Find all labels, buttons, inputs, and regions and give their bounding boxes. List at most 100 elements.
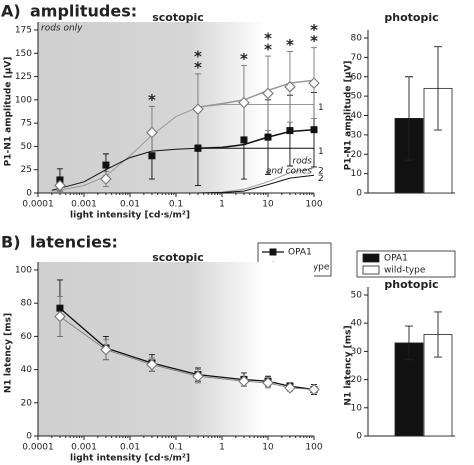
y-tick-label: 60 bbox=[351, 72, 363, 82]
marker bbox=[192, 103, 204, 115]
marker bbox=[100, 173, 112, 185]
fit-curve bbox=[197, 174, 315, 194]
x-tick-label: 0.01 bbox=[120, 200, 140, 210]
error-bar bbox=[434, 311, 442, 358]
x-axis-title: light intensity [cd·s/m²] bbox=[70, 454, 190, 464]
annotation: and cones bbox=[266, 167, 312, 177]
x-axis-title: light intensity [cd·s/m²] bbox=[70, 211, 190, 221]
x-tick-label: 10 bbox=[262, 443, 274, 453]
fit-label: 2 bbox=[318, 174, 324, 184]
annotation: rods only bbox=[41, 24, 83, 34]
x-tick-label: 0.0001 bbox=[22, 443, 54, 453]
significance-star: * bbox=[264, 41, 272, 59]
significance-star: * bbox=[240, 50, 248, 68]
panel-title: amplitudes: bbox=[30, 2, 137, 21]
legend-label: OPA1 bbox=[384, 254, 408, 264]
chart-title: photopic bbox=[384, 278, 438, 291]
y-axis-title: P1-N1 amplitude [µV] bbox=[4, 57, 14, 167]
fit-label: 1 bbox=[318, 147, 324, 157]
legend-swatch bbox=[362, 265, 380, 275]
y-tick-label: 60 bbox=[21, 332, 33, 342]
marker bbox=[194, 144, 202, 152]
y-tick-label: 25 bbox=[21, 165, 32, 175]
x-tick-label: 0.0001 bbox=[22, 200, 54, 210]
legend-label: wild-type bbox=[384, 266, 426, 276]
fit-label: 2 bbox=[318, 166, 324, 176]
y-axis-title: N1 latency [ms] bbox=[344, 325, 354, 405]
chart-title: scotopic bbox=[152, 11, 204, 24]
marker bbox=[262, 377, 274, 389]
x-tick-label: 1 bbox=[219, 443, 225, 453]
significance-star: * bbox=[264, 30, 272, 48]
y-tick-label: 125 bbox=[15, 72, 32, 82]
significance-star: * bbox=[310, 32, 318, 50]
scotopic-shading bbox=[38, 262, 314, 436]
legend-swatch bbox=[362, 253, 380, 263]
x-tick-label: 0.001 bbox=[71, 200, 97, 210]
panel-label: B) bbox=[1, 233, 21, 252]
y-tick-label: 100 bbox=[15, 95, 32, 105]
error-bar bbox=[405, 325, 413, 361]
significance-star: * bbox=[286, 36, 294, 54]
marker bbox=[148, 152, 156, 160]
y-tick-label: 10 bbox=[351, 403, 363, 413]
marker bbox=[264, 133, 272, 141]
marker bbox=[102, 161, 110, 169]
y-axis-title: N1 latency [ms] bbox=[4, 313, 14, 393]
y-tick-label: 80 bbox=[21, 299, 33, 309]
panel-label: A) bbox=[1, 2, 21, 21]
y-tick-label: 175 bbox=[15, 26, 32, 36]
x-tick-label: 100 bbox=[305, 443, 322, 453]
error-bar bbox=[405, 76, 413, 161]
y-tick-label: 75 bbox=[21, 119, 32, 129]
y-tick-label: 50 bbox=[351, 291, 363, 301]
y-tick-label: 80 bbox=[351, 34, 363, 44]
y-tick-label: 40 bbox=[351, 319, 363, 329]
marker bbox=[310, 126, 318, 134]
annotation: rods bbox=[292, 157, 312, 167]
x-tick-label: 0.1 bbox=[169, 443, 183, 453]
legend-label: OPA1 bbox=[288, 248, 312, 258]
marker bbox=[284, 382, 296, 394]
error-bar bbox=[434, 46, 442, 131]
y-tick-label: 150 bbox=[15, 49, 32, 59]
y-tick-label: 0 bbox=[356, 432, 362, 442]
marker bbox=[54, 179, 66, 192]
marker bbox=[54, 310, 66, 323]
y-tick-label: 50 bbox=[21, 142, 33, 152]
y-tick-label: 20 bbox=[351, 375, 363, 385]
y-tick-label: 50 bbox=[351, 92, 363, 102]
significance-star: * bbox=[148, 91, 156, 109]
marker bbox=[100, 343, 112, 356]
marker bbox=[308, 383, 320, 396]
x-tick-label: 0.001 bbox=[71, 443, 97, 453]
panel-title: latencies: bbox=[30, 233, 118, 252]
significance-star: * bbox=[194, 47, 202, 65]
marker bbox=[269, 248, 277, 256]
fit-label: 1 bbox=[318, 103, 324, 113]
marker bbox=[146, 358, 158, 371]
x-tick-label: 0.01 bbox=[120, 443, 140, 453]
y-tick-label: 10 bbox=[351, 169, 363, 179]
x-tick-label: 0.1 bbox=[169, 200, 183, 210]
marker bbox=[284, 81, 296, 93]
fit-curve bbox=[197, 128, 315, 150]
y-tick-label: 40 bbox=[21, 365, 33, 375]
x-tick-label: 1 bbox=[219, 200, 225, 210]
y-tick-label: 30 bbox=[351, 347, 363, 357]
y-tick-label: 0 bbox=[26, 432, 32, 442]
y-tick-label: 100 bbox=[15, 266, 32, 276]
y-tick-label: 70 bbox=[351, 53, 363, 63]
marker bbox=[262, 87, 274, 100]
chart-title: scotopic bbox=[152, 251, 204, 264]
y-tick-label: 0 bbox=[356, 189, 362, 199]
x-tick-label: 10 bbox=[262, 200, 274, 210]
bar bbox=[423, 334, 453, 437]
fit-curve bbox=[197, 79, 315, 109]
chart-title: photopic bbox=[384, 11, 438, 24]
y-tick-label: 20 bbox=[21, 398, 33, 408]
marker bbox=[192, 370, 204, 383]
marker bbox=[308, 77, 320, 89]
marker bbox=[146, 126, 158, 139]
y-tick-label: 30 bbox=[351, 130, 363, 140]
